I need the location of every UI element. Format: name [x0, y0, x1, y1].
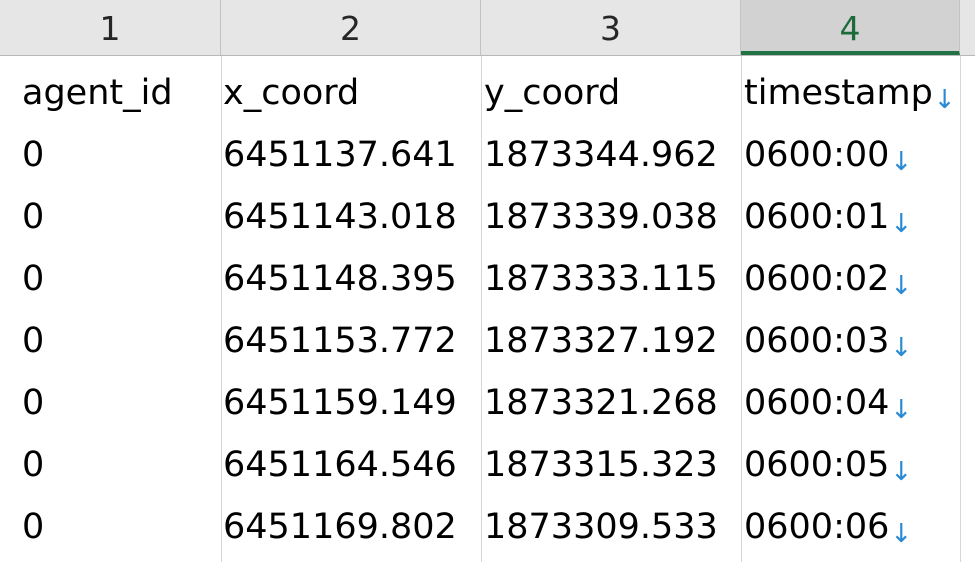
column-header-3[interactable]: 3 [481, 0, 741, 55]
cell-x-coord[interactable]: 6451159.149 [223, 383, 457, 423]
cell-x-coord[interactable]: 6451153.772 [223, 321, 457, 361]
column-divider [481, 56, 482, 562]
cell-agent-id[interactable]: 0 [22, 321, 45, 361]
cell-y-coord[interactable]: 1873309.533 [484, 507, 718, 547]
column-divider [221, 56, 222, 562]
cell-agent-id[interactable]: 0 [22, 259, 45, 299]
cell-y-coord[interactable]: 1873321.268 [484, 383, 718, 423]
cell-timestamp[interactable]: 0600:01↓ [742, 186, 960, 248]
cell-y-coord[interactable]: 1873327.192 [484, 321, 718, 361]
cell-text: timestamp [744, 73, 933, 113]
cell-timestamp[interactable]: 0600:04↓ [742, 372, 960, 434]
cell-timestamp[interactable]: 0600:00↓ [742, 124, 960, 186]
table-row: 0 6451137.641 1873344.962 0600:00↓ [0, 124, 975, 186]
column-divider [960, 56, 961, 562]
line-break-icon: ↓ [890, 209, 913, 239]
cell-text: 0600:06 [744, 507, 890, 547]
cell-text: 0600:04 [744, 383, 890, 423]
cell-timestamp-header[interactable]: timestamp↓ [742, 62, 960, 124]
line-break-icon: ↓ [890, 333, 913, 363]
table-row: 0 6451153.772 1873327.192 0600:03↓ [0, 310, 975, 372]
cell-text: 0600:01 [744, 197, 890, 237]
cell-y-coord[interactable]: 1873344.962 [484, 135, 718, 175]
cell-y-coord[interactable]: 1873339.038 [484, 197, 718, 237]
cell-timestamp[interactable]: 0600:05↓ [742, 434, 960, 496]
cell-agent-id[interactable]: 0 [22, 197, 45, 237]
column-header-4-selected[interactable]: 4 [741, 0, 960, 55]
cell-y-coord-header[interactable]: y_coord [484, 73, 621, 113]
cell-agent-id[interactable]: 0 [22, 383, 45, 423]
table-row: 0 6451169.802 1873309.533 0600:06↓ [0, 496, 975, 558]
line-break-icon: ↓ [890, 271, 913, 301]
cell-x-coord[interactable]: 6451169.802 [223, 507, 457, 547]
cell-agent-id-header[interactable]: agent_id [22, 73, 173, 113]
column-header-2[interactable]: 2 [221, 0, 481, 55]
table-row-field-names: agent_id x_coord y_coord timestamp↓ [0, 62, 975, 124]
cell-y-coord[interactable]: 1873333.115 [484, 259, 718, 299]
cell-x-coord-header[interactable]: x_coord [223, 73, 360, 113]
line-break-icon: ↓ [933, 85, 956, 115]
cell-text: 0600:02 [744, 259, 890, 299]
cell-agent-id[interactable]: 0 [22, 445, 45, 485]
cell-agent-id[interactable]: 0 [22, 507, 45, 547]
cell-text: 0600:05 [744, 445, 890, 485]
column-header-row: 1 2 3 4 [0, 0, 975, 56]
cell-x-coord[interactable]: 6451164.546 [223, 445, 457, 485]
cell-timestamp[interactable]: 0600:03↓ [742, 310, 960, 372]
line-break-icon: ↓ [890, 519, 913, 549]
cell-timestamp[interactable]: 0600:02↓ [742, 248, 960, 310]
cell-x-coord[interactable]: 6451143.018 [223, 197, 457, 237]
cell-text: 0600:00 [744, 135, 890, 175]
cell-text: 0600:03 [744, 321, 890, 361]
table-row: 0 6451159.149 1873321.268 0600:04↓ [0, 372, 975, 434]
table-row: 0 6451143.018 1873339.038 0600:01↓ [0, 186, 975, 248]
cell-y-coord[interactable]: 1873315.323 [484, 445, 718, 485]
line-break-icon: ↓ [890, 457, 913, 487]
cell-x-coord[interactable]: 6451148.395 [223, 259, 457, 299]
column-header-1[interactable]: 1 [0, 0, 221, 55]
cell-agent-id[interactable]: 0 [22, 135, 45, 175]
table-row: 0 6451148.395 1873333.115 0600:02↓ [0, 248, 975, 310]
table-row: 0 6451164.546 1873315.323 0600:05↓ [0, 434, 975, 496]
cell-timestamp[interactable]: 0600:06↓ [742, 496, 960, 558]
column-divider [741, 56, 742, 562]
line-break-icon: ↓ [890, 395, 913, 425]
cell-x-coord[interactable]: 6451137.641 [223, 135, 457, 175]
line-break-icon: ↓ [890, 147, 913, 177]
